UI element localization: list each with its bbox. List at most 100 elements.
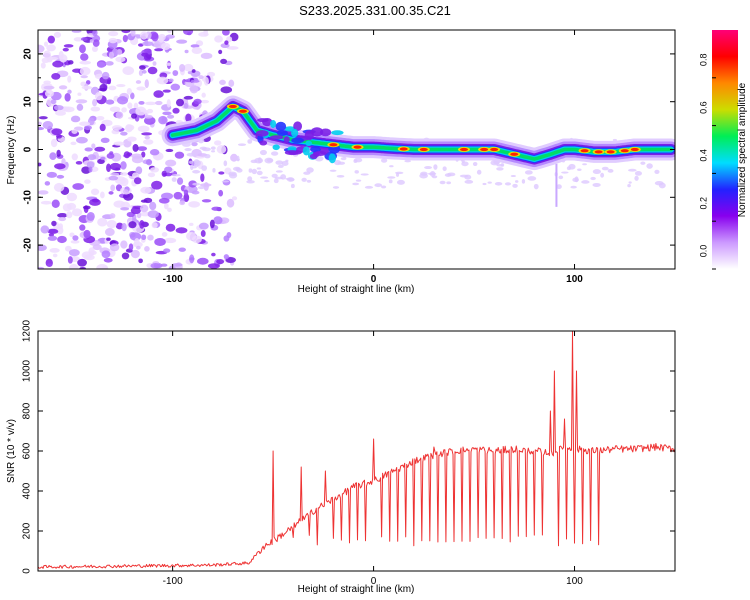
noise-blob xyxy=(191,47,203,54)
noise-blob xyxy=(120,131,128,136)
noise-blob xyxy=(336,175,345,178)
noise-blob xyxy=(102,265,108,269)
ridge-blob xyxy=(293,121,302,132)
noise-blob xyxy=(223,160,228,167)
noise-blob xyxy=(640,161,646,165)
noise-blob xyxy=(174,151,185,159)
noise-blob xyxy=(100,191,105,199)
x-tick-label: -100 xyxy=(163,576,183,587)
noise-blob xyxy=(100,137,110,144)
ridge-blob xyxy=(328,153,336,164)
noise-blob xyxy=(161,170,167,177)
noise-blob xyxy=(162,111,172,116)
noise-blob xyxy=(144,40,149,47)
noise-blob xyxy=(56,134,63,139)
noise-blob xyxy=(79,60,92,65)
noise-blob xyxy=(55,110,67,116)
noise-blob xyxy=(47,235,58,241)
ridge-hotspot-core xyxy=(630,147,639,152)
colorbar-tick-label: 0.4 xyxy=(698,149,708,162)
noise-blob xyxy=(404,159,411,163)
noise-blob xyxy=(165,223,176,232)
noise-blob xyxy=(154,238,166,246)
noise-blob xyxy=(163,248,171,253)
noise-blob xyxy=(161,232,168,237)
noise-blob xyxy=(277,164,284,168)
noise-blob xyxy=(105,61,114,66)
noise-blob xyxy=(84,179,91,184)
noise-blob xyxy=(201,92,206,98)
noise-blob xyxy=(147,172,156,178)
ridge-blob xyxy=(302,146,310,156)
noise-blob xyxy=(183,63,194,72)
noise-blob xyxy=(38,44,45,53)
noise-blob xyxy=(71,129,78,134)
noise-blob xyxy=(221,180,230,183)
noise-blob xyxy=(149,167,160,173)
noise-blob xyxy=(103,257,113,263)
noise-blob xyxy=(149,149,160,156)
noise-blob xyxy=(88,166,93,173)
noise-blob xyxy=(71,30,82,33)
noise-blob xyxy=(96,116,105,121)
noise-blob xyxy=(232,166,241,172)
noise-blob xyxy=(464,179,474,184)
noise-blob xyxy=(46,44,56,52)
colorbar-tick-label: 0.0 xyxy=(698,245,708,258)
noise-blob xyxy=(59,54,68,63)
noise-blob xyxy=(189,85,199,94)
noise-blob xyxy=(354,157,363,163)
noise-blob xyxy=(167,114,175,119)
ridge-blob xyxy=(305,140,312,147)
noise-blob xyxy=(115,178,127,185)
noise-blob xyxy=(226,46,239,50)
noise-blob xyxy=(64,245,72,252)
noise-blob xyxy=(143,114,153,119)
noise-blob xyxy=(178,247,186,252)
noise-blob xyxy=(66,192,78,202)
noise-blob xyxy=(56,226,64,235)
noise-blob xyxy=(187,71,193,75)
colorbar-tick-label: 0.6 xyxy=(698,101,708,114)
noise-blob xyxy=(259,149,267,156)
noise-blob xyxy=(52,253,58,258)
noise-blob xyxy=(504,182,512,186)
noise-blob xyxy=(247,176,253,182)
noise-blob xyxy=(108,175,119,181)
noise-blob xyxy=(273,178,279,184)
noise-blob xyxy=(166,99,171,108)
noise-blob xyxy=(121,107,127,113)
noise-blob xyxy=(62,106,75,113)
noise-blob xyxy=(139,204,149,213)
noise-blob xyxy=(166,30,173,34)
noise-blob xyxy=(67,256,73,264)
noise-blob xyxy=(192,182,201,186)
noise-blob xyxy=(207,263,220,269)
noise-blob xyxy=(419,173,428,179)
noise-blob xyxy=(171,263,183,267)
noise-blob xyxy=(200,99,210,104)
noise-blob xyxy=(187,32,192,36)
noise-blob xyxy=(62,203,72,212)
noise-blob xyxy=(111,129,120,135)
noise-blob xyxy=(80,75,88,79)
noise-blob xyxy=(355,179,362,182)
noise-blob xyxy=(38,121,42,126)
noise-blob xyxy=(224,40,229,45)
noise-blob xyxy=(47,35,55,44)
noise-blob xyxy=(213,216,223,225)
noise-blob xyxy=(592,169,601,175)
noise-blob xyxy=(612,138,617,142)
noise-blob xyxy=(226,198,235,208)
noise-blob xyxy=(197,257,209,265)
noise-blob xyxy=(200,52,213,59)
noise-blob xyxy=(82,205,91,210)
noise-blob xyxy=(189,254,195,264)
noise-blob xyxy=(527,176,537,181)
noise-blob xyxy=(446,181,452,185)
noise-blob xyxy=(94,146,106,152)
noise-blob xyxy=(162,89,171,93)
noise-blob xyxy=(50,99,57,105)
noise-blob xyxy=(171,173,181,177)
noise-blob xyxy=(99,123,106,132)
